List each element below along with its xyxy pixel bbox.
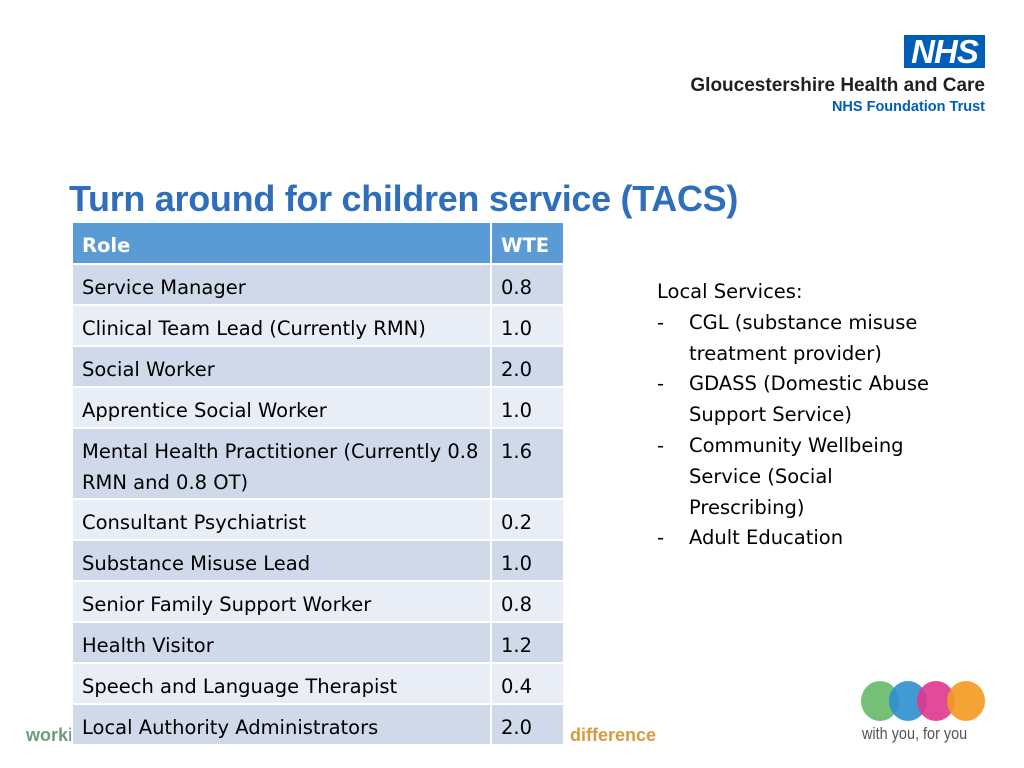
role-cell: Service Manager: [71, 263, 492, 306]
wte-cell: 2.0: [490, 703, 565, 746]
wte-cell: 1.2: [490, 621, 565, 664]
table-row: Mental Health Practitioner (Currently 0.…: [71, 427, 565, 500]
role-cell: Consultant Psychiatrist: [71, 498, 492, 541]
role-cell: Social Worker: [71, 345, 492, 388]
role-cell: Mental Health Practitioner (Currently 0.…: [71, 427, 492, 500]
wte-cell: 0.8: [490, 580, 565, 623]
table-row: Speech and Language Therapist 0.4: [71, 662, 565, 705]
green-circle: [861, 681, 899, 721]
role-cell: Clinical Team Lead (Currently RMN): [71, 304, 492, 347]
wte-cell: 0.8: [490, 263, 565, 306]
circles-logo: [861, 681, 985, 721]
local-services: Local Services: CGL (substance misuse tr…: [657, 277, 949, 554]
wte-cell: 0.2: [490, 498, 565, 541]
local-services-list: CGL (substance misuse treatment provider…: [657, 308, 949, 554]
table-row: Consultant Psychiatrist 0.2: [71, 498, 565, 541]
trust-name: NHS Foundation Trust: [831, 99, 985, 115]
wte-cell: 1.0: [490, 304, 565, 347]
table-row: Apprentice Social Worker 1.0: [71, 386, 565, 429]
footer-slogan-end: difference: [570, 725, 657, 745]
wte-cell: 1.0: [490, 539, 565, 582]
table-row: Service Manager 0.8: [71, 263, 565, 306]
table-row: Local Authority Administrators 2.0: [71, 703, 565, 746]
role-cell: Local Authority Administrators: [71, 703, 492, 746]
table-row: Senior Family Support Worker 0.8: [71, 580, 565, 623]
pink-circle: [917, 681, 955, 721]
footer-slogan-start: worki: [26, 725, 74, 745]
orange-circle: [947, 681, 985, 721]
role-cell: Substance Misuse Lead: [71, 539, 492, 582]
header-role: Role: [71, 221, 492, 265]
list-item: CGL (substance misuse treatment provider…: [657, 308, 949, 370]
table-row: Health Visitor 1.2: [71, 621, 565, 664]
local-services-heading: Local Services:: [657, 280, 803, 303]
role-cell: Health Visitor: [71, 621, 492, 664]
table-row: Clinical Team Lead (Currently RMN) 1.0: [71, 304, 565, 347]
role-cell: Apprentice Social Worker: [71, 386, 492, 429]
role-cell: Speech and Language Therapist: [71, 662, 492, 705]
wte-cell: 0.4: [490, 662, 565, 705]
role-cell: Senior Family Support Worker: [71, 580, 492, 623]
header-wte: WTE: [490, 221, 565, 265]
blue-circle: [889, 681, 927, 721]
organisation-name: Gloucestershire Health and Care: [690, 75, 985, 96]
slide-title: Turn around for children service (TACS): [69, 178, 739, 219]
table-header-row: Role WTE: [71, 221, 565, 265]
staffing-table: Role WTE Service Manager 0.8 Clinical Team…: [71, 221, 565, 746]
wte-cell: 1.6: [490, 427, 565, 500]
nhs-logo: NHS: [904, 35, 985, 68]
list-item: GDASS (Domestic Abuse Support Service): [657, 369, 949, 431]
list-item: Adult Education: [657, 523, 949, 554]
table-row: Social Worker 2.0: [71, 345, 565, 388]
list-item: Community Wellbeing Service (Social Pres…: [657, 431, 949, 523]
wte-cell: 1.0: [490, 386, 565, 429]
wte-cell: 2.0: [490, 345, 565, 388]
table-row: Substance Misuse Lead 1.0: [71, 539, 565, 582]
tagline: with you, for you: [862, 724, 968, 743]
